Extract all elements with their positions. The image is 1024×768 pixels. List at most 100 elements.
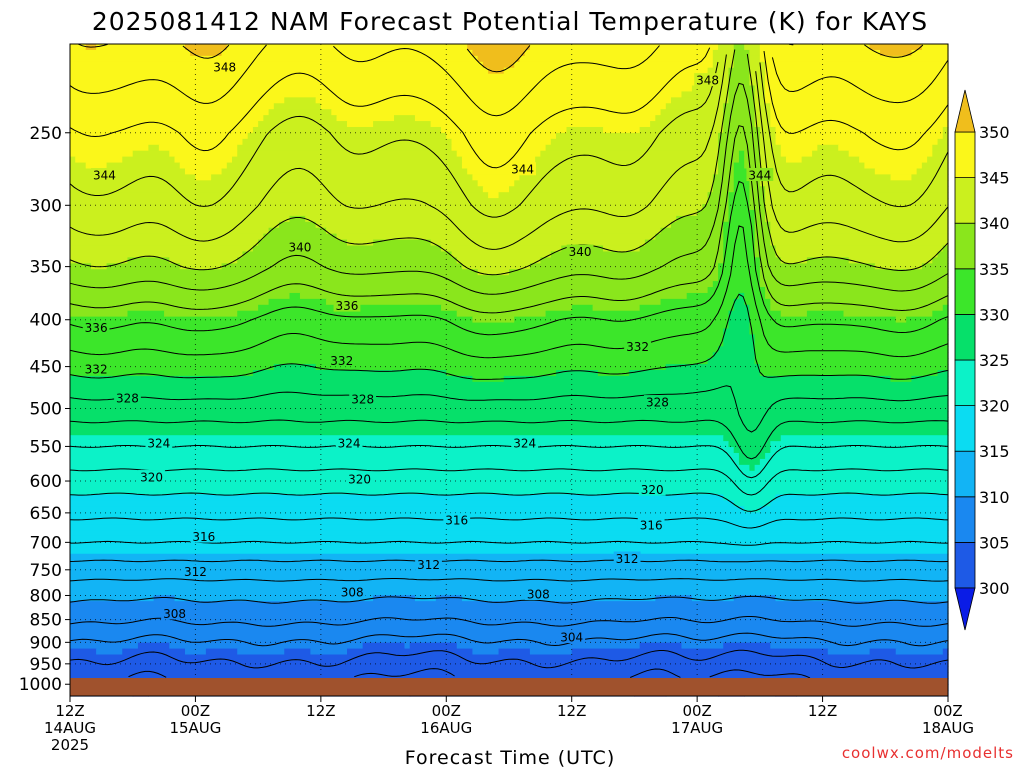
theta-fill-cell bbox=[70, 316, 474, 324]
theta-fill-cell bbox=[749, 328, 949, 336]
theta-contours bbox=[69, 43, 949, 679]
colorbar-tick-label: 325 bbox=[979, 351, 1010, 370]
theta-fill-cell bbox=[765, 204, 949, 211]
theta-fill-cell bbox=[738, 452, 766, 460]
theta-fill-cell bbox=[937, 370, 949, 377]
theta-fill-cell bbox=[869, 648, 897, 656]
theta-fill-cell bbox=[221, 49, 474, 57]
theta-fill-cell bbox=[70, 73, 709, 81]
theta-fill-cell bbox=[331, 109, 662, 116]
theta-fill-cell bbox=[728, 198, 750, 205]
theta-fill-cell bbox=[70, 654, 949, 662]
credit-link[interactable]: coolwx.com/modelts bbox=[842, 744, 1014, 762]
theta-fill-cell bbox=[70, 334, 724, 341]
theta-fill-cell bbox=[70, 245, 254, 253]
theta-fill-cell bbox=[738, 150, 745, 158]
theta-fill-cell bbox=[70, 304, 259, 312]
theta-fill-cell bbox=[430, 239, 646, 247]
theta-fill-cell bbox=[733, 595, 777, 602]
theta-fill-cell bbox=[461, 162, 531, 170]
theta-fill-cell bbox=[744, 292, 766, 300]
theta-fill-cell bbox=[514, 61, 714, 69]
colorbar-tick-label: 335 bbox=[979, 260, 1010, 279]
contour-label-bg bbox=[335, 435, 363, 449]
theta-fill-cell bbox=[754, 85, 766, 93]
theta-fill-cell bbox=[70, 358, 709, 365]
contour-label-bg bbox=[511, 435, 539, 449]
theta-fill-cell bbox=[749, 464, 756, 472]
theta-fill-cell bbox=[754, 346, 949, 353]
y-tick-label: 700 bbox=[30, 533, 62, 553]
theta-contour-306 bbox=[69, 632, 949, 647]
theta-fill-cell bbox=[780, 150, 813, 158]
theta-fill-cell bbox=[545, 310, 730, 318]
y-tick-label: 1000 bbox=[19, 675, 62, 695]
theta-fill-cell bbox=[942, 304, 949, 312]
theta-contour-350 bbox=[78, 43, 924, 73]
theta-fill-cell bbox=[70, 405, 949, 413]
theta-contour-310 bbox=[69, 595, 949, 604]
x-tick-label: 17AUG bbox=[671, 719, 723, 737]
theta-fill-cell bbox=[70, 132, 249, 140]
contour-label: 344 bbox=[93, 168, 116, 182]
theta-fill-cell bbox=[723, 328, 750, 336]
theta-contour-346 bbox=[69, 47, 949, 169]
theta-fill-cell bbox=[848, 257, 933, 264]
theta-fill-cell bbox=[927, 156, 949, 164]
theta-fill-cell bbox=[70, 482, 949, 490]
theta-fill-cell bbox=[749, 49, 761, 57]
theta-fill-cell bbox=[373, 121, 432, 128]
theta-fill-cell bbox=[759, 257, 782, 264]
theta-fill-cell bbox=[70, 328, 724, 336]
theta-fill-cell bbox=[467, 168, 526, 175]
theta-fill-cell bbox=[85, 162, 108, 170]
y-tick-label: 900 bbox=[30, 633, 62, 653]
theta-fill-cell bbox=[472, 49, 526, 57]
x-tick-label: 18AUG bbox=[922, 719, 974, 737]
theta-fill-cell bbox=[754, 358, 949, 365]
theta-fill-cell bbox=[524, 49, 714, 57]
theta-fill-cell bbox=[723, 340, 756, 347]
theta-fill-cell bbox=[441, 126, 568, 134]
theta-fill-cell bbox=[540, 257, 724, 264]
theta-fill-cell bbox=[723, 435, 782, 442]
theta-fill-cell bbox=[404, 642, 411, 650]
theta-fill-cell bbox=[754, 334, 949, 341]
contour-label-bg bbox=[415, 557, 442, 571]
theta-fill-cell bbox=[70, 186, 484, 193]
theta-fill-cell bbox=[451, 144, 547, 152]
theta-contour-312 bbox=[69, 578, 949, 582]
theta-fill-cell bbox=[315, 97, 672, 104]
theta-fill-cell bbox=[728, 73, 750, 81]
colorbar-band bbox=[954, 222, 976, 270]
theta-fill-cell bbox=[70, 399, 949, 407]
theta-fill-cell bbox=[70, 322, 730, 330]
theta-fill-cell bbox=[70, 239, 259, 247]
theta-fill-cell bbox=[639, 245, 724, 253]
theta-fill-cell bbox=[712, 180, 735, 187]
theta-fill-cell bbox=[754, 352, 949, 359]
theta-contour-314 bbox=[69, 559, 949, 563]
contour-label-bg bbox=[443, 513, 471, 527]
theta-fill-cell bbox=[880, 49, 913, 57]
theta-fill-cell bbox=[524, 168, 719, 175]
theta-fill-cell bbox=[70, 506, 745, 513]
theta-fill-cell bbox=[733, 55, 751, 63]
theta-fill-cell bbox=[759, 370, 939, 377]
theta-fill-cell bbox=[775, 132, 944, 140]
theta-fill-cell bbox=[226, 162, 463, 170]
theta-fill-cell bbox=[718, 138, 761, 146]
theta-fill-cell bbox=[263, 233, 338, 241]
theta-fill-cell bbox=[765, 287, 949, 294]
colorbar-tick-label: 305 bbox=[979, 533, 1010, 552]
theta-fill-cell bbox=[712, 281, 761, 288]
theta-fill-cell bbox=[132, 150, 170, 158]
theta-fill-cell bbox=[70, 441, 730, 448]
contour-label-bg bbox=[82, 362, 110, 376]
theta-fill-cell bbox=[728, 97, 756, 104]
theta-fill-cell bbox=[728, 441, 771, 448]
theta-fill-cell bbox=[242, 138, 453, 146]
theta-fill-cell bbox=[759, 144, 782, 152]
theta-fill-cell bbox=[848, 150, 933, 158]
contour-label: 328 bbox=[116, 392, 139, 406]
